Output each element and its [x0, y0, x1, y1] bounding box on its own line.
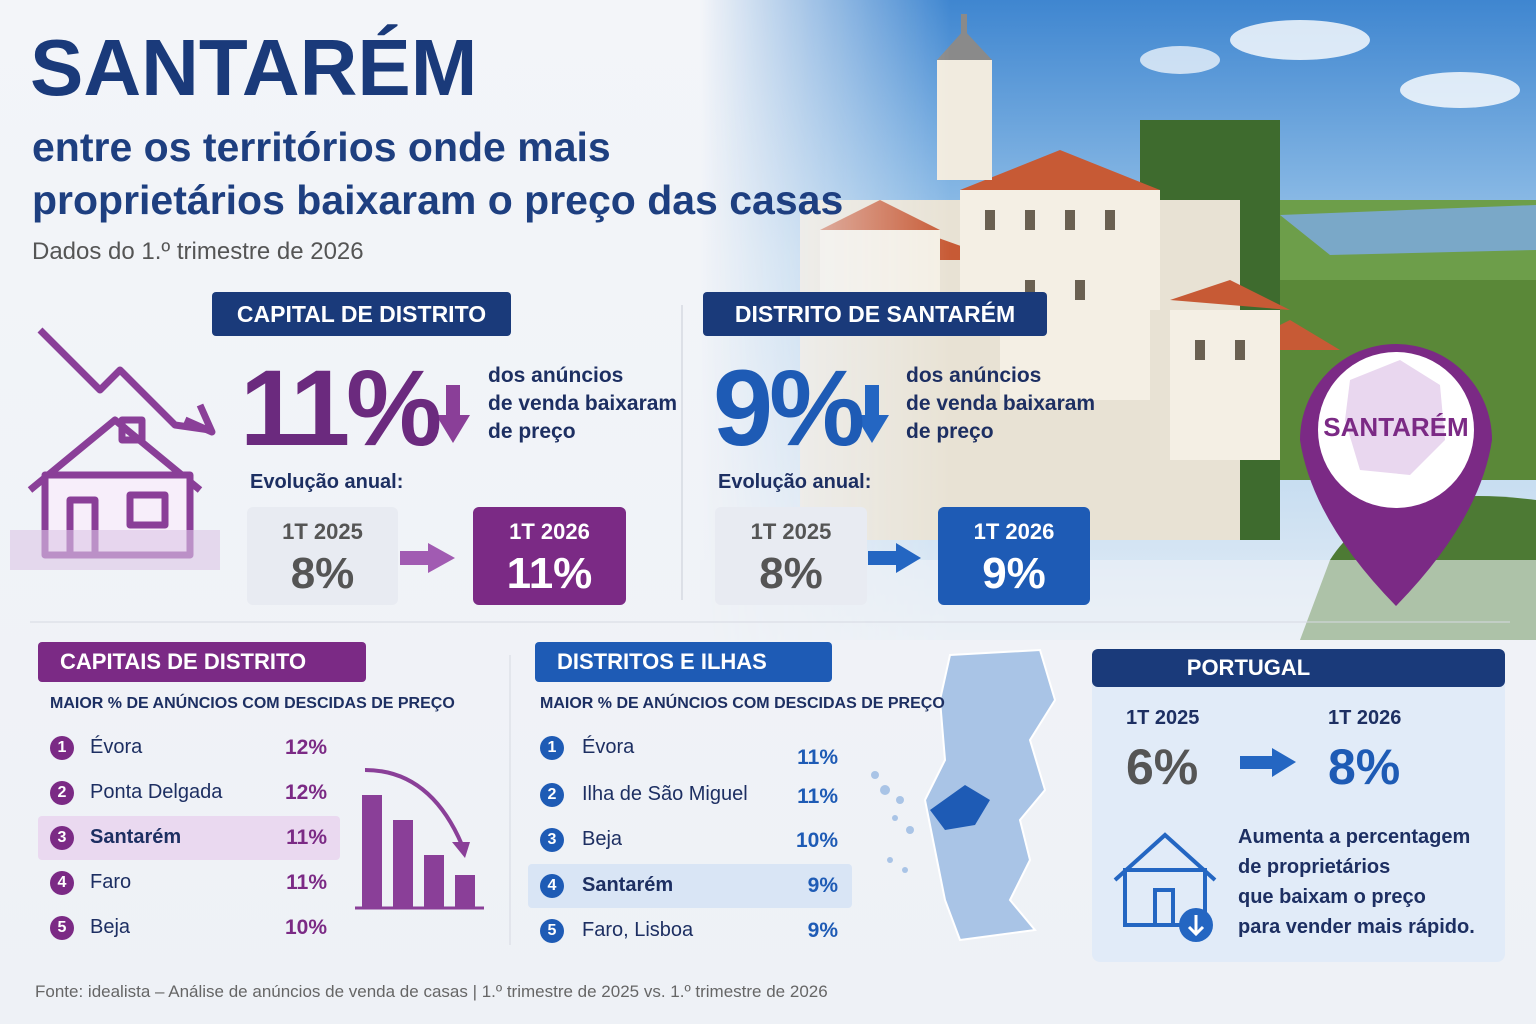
period: 1T 2026 — [1328, 707, 1402, 729]
value: 10% — [284, 916, 327, 939]
rank: 4 — [540, 874, 564, 898]
date: Dados do 1.º trimestre de 2026 — [32, 238, 364, 265]
line: de proprietários — [1238, 856, 1391, 878]
section-label: CAPITAL DE DISTRITO — [212, 292, 511, 336]
period: 1T 2025 — [750, 519, 832, 544]
name: Évora — [582, 736, 635, 758]
value: 8% — [759, 549, 823, 598]
line: de preço — [488, 420, 576, 443]
note: Aumenta a percentagem de proprietários que… — [1238, 822, 1475, 942]
big-percent: 9% — [713, 347, 865, 468]
line: de preço — [906, 420, 994, 443]
value: 11% — [797, 746, 838, 769]
name: Faro — [90, 871, 132, 893]
rank: 4 — [50, 871, 74, 895]
line: que baixam o preço — [1238, 886, 1426, 908]
evolution-label: Evolução anual: — [718, 471, 872, 493]
line: de venda baixaram — [488, 392, 678, 415]
big-percent: 11% — [240, 347, 442, 468]
pin-label: SANTARÉM — [1323, 412, 1469, 442]
ranking-subtitle: MAIOR % DE ANÚNCIOS COM DESCIDAS DE PREÇ… — [50, 695, 455, 712]
section-label: PORTUGAL — [1186, 655, 1311, 680]
description: dos anúncios de venda baixaram de preço — [488, 362, 677, 446]
description: dos anúncios de venda baixaram de preço — [906, 362, 1095, 446]
title: SANTARÉM — [30, 23, 478, 112]
period: 1T 2026 — [509, 519, 590, 544]
name: Santarém — [90, 826, 182, 848]
line: dos anúncios — [906, 364, 1042, 387]
value: 11% — [286, 826, 327, 849]
value: 9% — [982, 549, 1046, 598]
value: 8% — [1328, 739, 1401, 795]
value: 8% — [290, 549, 355, 598]
section-label: DISTRITO DE SANTARÉM — [703, 292, 1047, 336]
rank: 5 — [50, 916, 74, 940]
period: 1T 2025 — [282, 519, 363, 544]
period-box: 1T 2026 11% — [473, 507, 626, 605]
row-highlight — [528, 864, 852, 908]
source: Fonte: idealista – Análise de anúncios d… — [35, 982, 828, 1001]
name: Faro, Lisboa — [582, 919, 694, 941]
value: 11% — [286, 871, 327, 894]
rank: 1 — [540, 736, 564, 760]
section-label: CAPITAIS DE DISTRITO — [38, 642, 366, 682]
line: de venda baixaram — [906, 392, 1096, 415]
subtitle: entre os territórios onde mais — [32, 124, 611, 170]
period: 1T 2026 — [973, 519, 1055, 544]
value: 10% — [795, 829, 838, 852]
period-box: 1T 2025 8% — [715, 507, 867, 605]
section-label: DISTRITOS E ILHAS — [535, 642, 832, 682]
value: 12% — [284, 781, 327, 804]
evolution-label: Evolução anual: — [250, 471, 404, 493]
row-highlight — [38, 816, 340, 860]
line: Aumenta a percentagem — [1238, 826, 1471, 848]
value: 12% — [284, 736, 327, 759]
subtitle: proprietários baixaram o preço das casas — [32, 177, 844, 223]
rank: 5 — [540, 919, 564, 943]
value: 11% — [506, 549, 593, 598]
name: Beja — [582, 828, 623, 850]
value: 9% — [807, 919, 838, 942]
name: Santarém — [582, 874, 674, 896]
line: dos anúncios — [488, 364, 624, 387]
value: 9% — [807, 874, 838, 897]
rank: 1 — [50, 736, 74, 760]
line: para vender mais rápido. — [1238, 916, 1475, 938]
ranking-subtitle: MAIOR % DE ANÚNCIOS COM DESCIDAS DE PREÇ… — [540, 695, 945, 712]
period-box: 1T 2026 9% — [938, 507, 1090, 605]
name: Ilha de São Miguel — [582, 783, 748, 805]
rank: 2 — [50, 781, 74, 805]
period: 1T 2025 — [1126, 707, 1200, 729]
period-box: 1T 2025 8% — [247, 507, 398, 605]
rank: 2 — [540, 783, 564, 807]
value: 11% — [797, 785, 838, 808]
rank: 3 — [50, 826, 74, 850]
rank: 3 — [540, 828, 564, 852]
value: 6% — [1126, 739, 1199, 795]
name: Évora — [90, 736, 143, 758]
name: Ponta Delgada — [90, 781, 223, 803]
name: Beja — [90, 916, 131, 938]
